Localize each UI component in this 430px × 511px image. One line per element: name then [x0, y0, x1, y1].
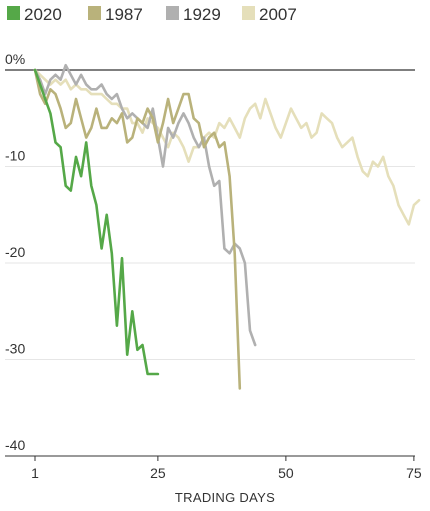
legend-swatch-1929: [166, 6, 179, 20]
y-tick-label: -20: [5, 244, 25, 260]
legend-label-1929: 1929: [183, 5, 221, 24]
legend-label-2007: 2007: [259, 5, 297, 24]
y-tick-label: -40: [5, 437, 25, 453]
legend-swatch-1987: [88, 6, 101, 20]
axes: 0% -10 -20 -30 -40 1 25 50 75: [5, 51, 422, 481]
series-line-1987: [33, 68, 242, 390]
legend-swatch-2007: [242, 6, 255, 20]
series-line-2007: [33, 68, 421, 226]
x-tick-label: 25: [150, 465, 166, 481]
legend-label-2020: 2020: [24, 5, 62, 24]
legend: 2020 1987 1929 2007: [7, 5, 297, 24]
legend-swatch-2020: [7, 6, 20, 20]
x-axis-title: TRADING DAYS: [175, 490, 275, 505]
x-tick-label: 75: [406, 465, 422, 481]
x-tick-label: 1: [31, 465, 39, 481]
y-tick-label: -10: [5, 148, 25, 164]
series-lines: [33, 63, 421, 390]
x-tick-label: 50: [278, 465, 294, 481]
y-tick-label: -30: [5, 341, 25, 357]
y-tick-label: 0%: [5, 51, 25, 67]
series-line-1929: [33, 63, 257, 347]
legend-label-1987: 1987: [105, 5, 143, 24]
series-line-2020: [33, 68, 160, 376]
